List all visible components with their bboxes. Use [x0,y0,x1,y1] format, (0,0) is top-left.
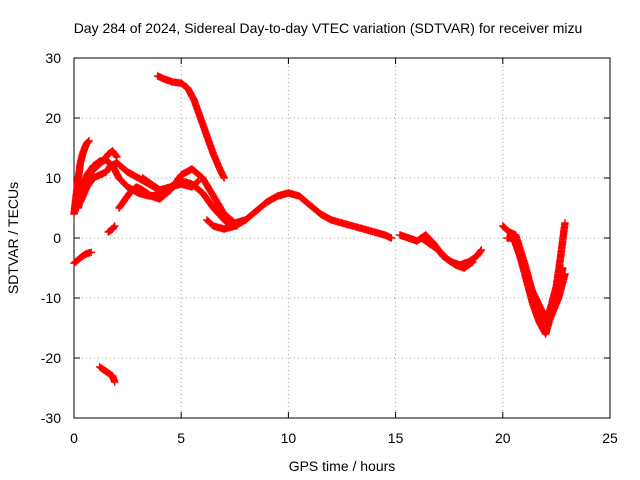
y-tick-label: -20 [41,350,61,366]
series-track-h [95,363,119,386]
series-track-b [70,136,93,218]
series-track-a [70,248,96,268]
series-track-k [203,216,250,233]
series-track-g [104,222,119,236]
series-track-o [503,234,567,338]
axis-ticks [73,57,611,419]
grid [74,58,610,418]
chart-title: Day 284 of 2024, Sidereal Day-to-day VTE… [74,20,583,36]
y-tick-label: 0 [53,230,61,246]
x-tick-label: 20 [495,430,511,446]
x-tick-label: 5 [177,430,185,446]
series-track-i [153,72,228,182]
y-tick-labels: -30 -20 -10 0 10 20 30 [41,50,61,426]
x-tick-label: 15 [388,430,404,446]
y-tick-label: 20 [45,110,61,126]
y-axis-title: SDTVAR / TECUs [5,182,21,294]
x-tick-label: 10 [281,430,297,446]
series-group [70,72,569,386]
y-tick-label: -10 [41,290,61,306]
y-tick-label: -30 [41,410,61,426]
series-track-p [511,240,569,323]
series-track-j [138,174,203,194]
series-track-f [115,165,396,242]
y-tick-label: 30 [45,50,61,66]
x-tick-label: 25 [602,430,618,446]
x-tick-labels: 0 5 10 15 20 25 [70,430,618,446]
x-axis-title: GPS time / hours [289,458,396,474]
series-track-e [80,147,121,188]
x-tick-label: 0 [70,430,78,446]
y-tick-label: 10 [45,170,61,186]
series-track-m [417,234,477,272]
